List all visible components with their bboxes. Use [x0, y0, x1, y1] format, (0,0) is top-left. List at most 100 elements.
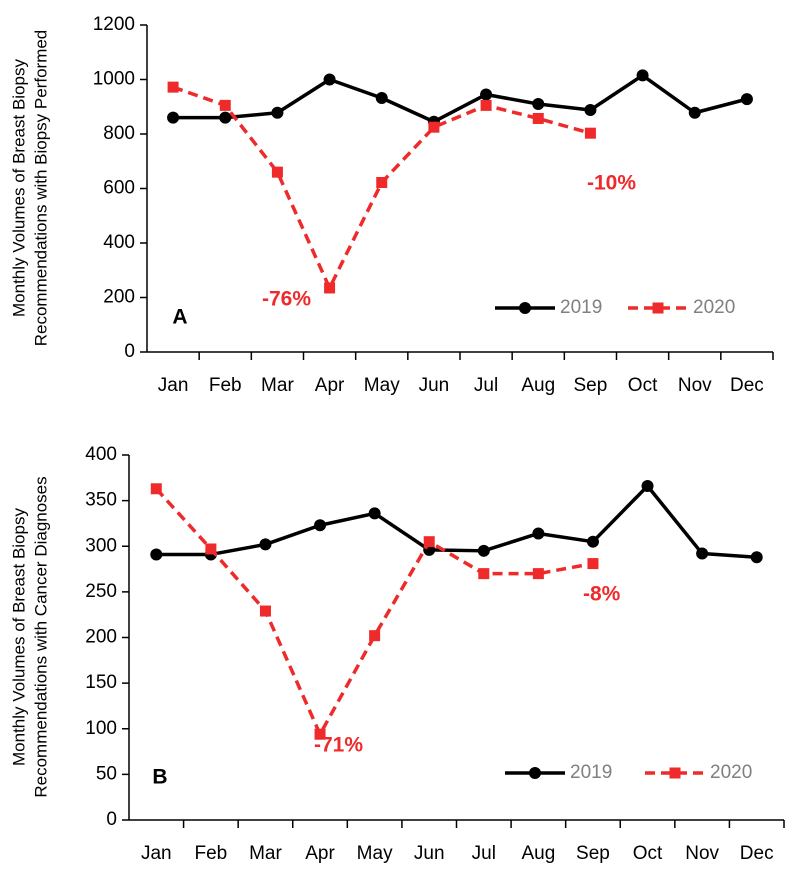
data-point	[477, 544, 490, 557]
y-tick-label: 200	[103, 287, 135, 308]
y-tick-label: 400	[85, 444, 117, 465]
legend-label: 2020	[710, 762, 752, 783]
data-point	[271, 166, 283, 178]
data-point	[314, 519, 327, 532]
legend-label: 2019	[570, 762, 612, 783]
legend-marker	[529, 767, 541, 779]
data-point	[532, 568, 544, 580]
y-tick-label: 150	[85, 672, 117, 693]
panel-label: A	[172, 306, 187, 329]
panel-label: B	[152, 766, 167, 789]
data-point	[586, 535, 599, 548]
y-tick-label: 50	[96, 763, 117, 784]
y-tick-label: 250	[85, 581, 117, 602]
data-point	[641, 480, 654, 493]
x-tick-label: May	[364, 375, 400, 396]
annotation: -76%	[262, 288, 311, 311]
x-tick-label: Feb	[195, 843, 228, 864]
x-tick-label: Oct	[628, 375, 658, 396]
data-point	[314, 728, 326, 740]
x-tick-label: Jul	[472, 843, 496, 864]
data-point	[428, 121, 440, 133]
x-tick-label: Aug	[521, 843, 555, 864]
data-point	[587, 558, 599, 570]
y-tick-label: 600	[103, 178, 135, 199]
y-tick-label: 300	[85, 535, 117, 556]
series-line	[156, 484, 757, 559]
data-point	[259, 538, 272, 551]
x-tick-label: Jun	[414, 843, 445, 864]
y-tick-label: 1200	[93, 14, 135, 35]
x-tick-label: Mar	[249, 843, 282, 864]
data-point	[219, 99, 231, 111]
data-point	[259, 605, 271, 617]
x-tick-label: Feb	[209, 375, 242, 396]
y-axis-label: Recommendations with Cancer Diagnoses	[31, 476, 50, 797]
data-point	[750, 551, 763, 564]
y-tick-label: 0	[124, 341, 135, 362]
data-point	[478, 568, 490, 580]
data-point	[532, 112, 544, 124]
x-tick-label: Nov	[678, 375, 712, 396]
x-tick-label: May	[357, 843, 393, 864]
series-line	[154, 487, 594, 736]
data-point	[740, 93, 753, 106]
data-point	[219, 111, 232, 124]
x-tick-label: Nov	[685, 843, 719, 864]
data-point	[375, 92, 388, 105]
y-axis-label: Monthly Volumes of Breast Biopsy	[9, 508, 28, 766]
data-point	[167, 111, 180, 124]
data-point	[205, 543, 217, 555]
data-point	[167, 81, 179, 93]
y-tick-label: 350	[85, 490, 117, 511]
data-point	[376, 177, 388, 189]
legend-label: 2019	[560, 297, 602, 318]
data-point	[480, 88, 493, 101]
data-point	[324, 282, 336, 294]
y-tick-label: 800	[103, 123, 135, 144]
x-tick-label: Sep	[574, 375, 608, 396]
x-tick-label: Dec	[740, 843, 774, 864]
y-tick-label: 0	[106, 809, 117, 830]
annotation: -8%	[583, 583, 621, 606]
x-tick-label: Apr	[305, 843, 335, 864]
data-point	[584, 104, 597, 117]
y-tick-label: 100	[85, 718, 117, 739]
x-tick-label: Mar	[261, 375, 294, 396]
y-tick-label: 1000	[93, 69, 135, 90]
x-tick-label: Aug	[521, 375, 555, 396]
data-point	[150, 483, 162, 495]
data-point	[532, 98, 545, 111]
data-point	[696, 547, 709, 560]
annotation: -10%	[587, 172, 636, 195]
y-tick-label: 200	[85, 627, 117, 648]
x-tick-label: Oct	[633, 843, 663, 864]
y-axis-label: Monthly Volumes of Breast Biopsy	[9, 59, 28, 317]
data-point	[323, 73, 336, 86]
data-point	[584, 127, 596, 139]
x-tick-label: Dec	[730, 375, 764, 396]
legend-label: 2020	[693, 297, 735, 318]
data-point	[423, 536, 435, 548]
data-point	[369, 630, 381, 642]
legend-marker	[669, 767, 681, 779]
x-tick-label: Jul	[474, 375, 498, 396]
data-point	[688, 106, 701, 119]
series-line	[173, 73, 748, 124]
data-point	[150, 548, 163, 561]
x-tick-label: Jan	[158, 375, 189, 396]
x-tick-label: Jan	[141, 843, 172, 864]
data-point	[636, 69, 649, 82]
data-point	[480, 99, 492, 111]
data-point	[271, 106, 284, 119]
y-axis-label: Recommendations with Biopsy Performed	[31, 30, 50, 347]
x-tick-label: Jun	[419, 375, 450, 396]
annotation: -71%	[314, 734, 363, 757]
legend-marker	[519, 302, 531, 314]
data-point	[368, 507, 381, 520]
legend-marker	[652, 302, 664, 314]
y-tick-label: 400	[103, 232, 135, 253]
x-tick-label: Sep	[576, 843, 610, 864]
x-tick-label: Apr	[315, 375, 345, 396]
